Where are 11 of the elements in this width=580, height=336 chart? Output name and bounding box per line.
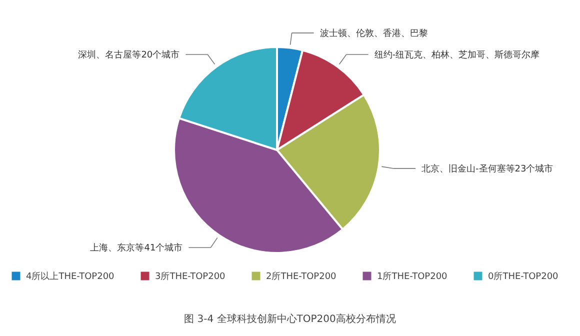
legend-label: 3所THE-TOP200	[155, 271, 226, 282]
legend-label: 4所以上THE-TOP200	[26, 271, 115, 282]
text: 深圳、名古屋等20个城市	[78, 50, 180, 61]
legend-label: 1所THE-TOP200	[377, 271, 448, 282]
text: 纽约-纽瓦克、柏林、芝加哥、斯德哥尔摩	[374, 50, 540, 61]
legend-label: 0所THE-TOP200	[488, 271, 559, 282]
legend-label: 2所THE-TOP200	[266, 271, 337, 282]
text: 上海、东京等41个城市	[90, 242, 183, 254]
text: 图 3-4 全球科技创新中心TOP200高校分布情况	[184, 313, 396, 325]
text: 北京、旧金山-圣何塞等23个城市	[422, 163, 554, 174]
text: 波士顿、伦敦、香港、巴黎	[320, 28, 428, 39]
